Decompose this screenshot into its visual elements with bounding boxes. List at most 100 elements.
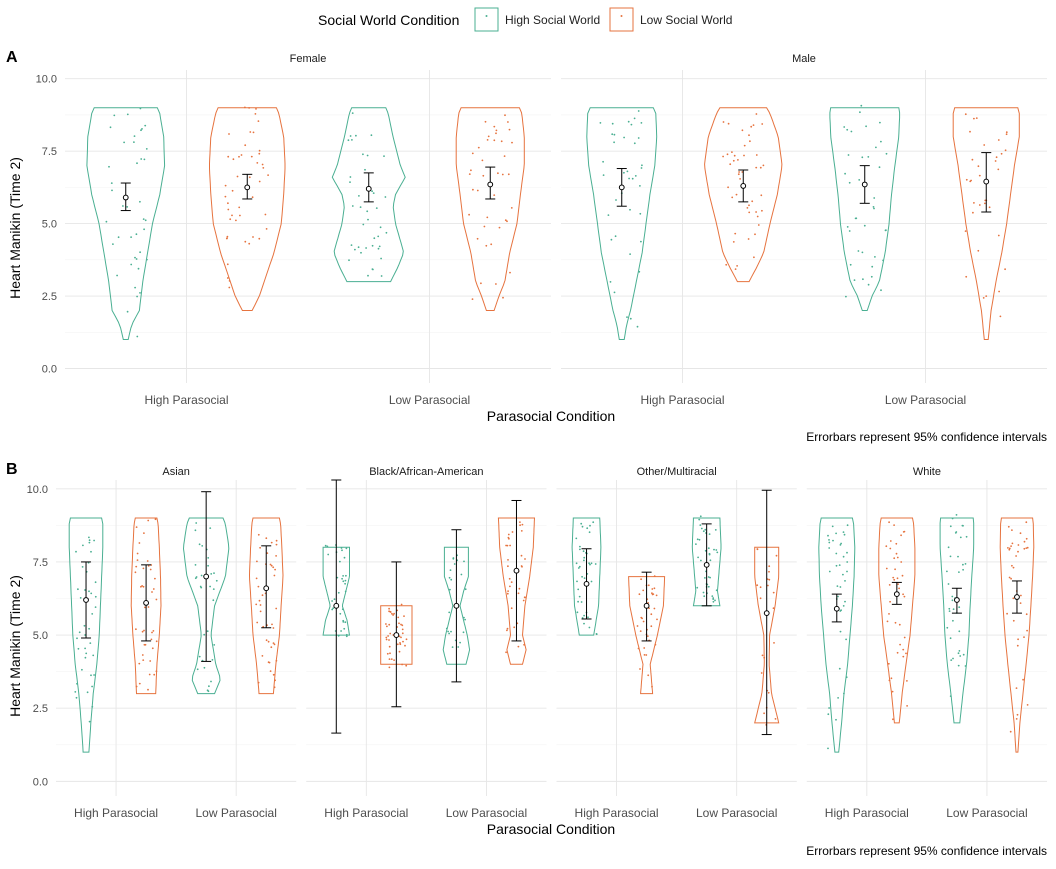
data-point (388, 666, 391, 669)
facet-label: Black/African-American (369, 466, 483, 478)
data-point (254, 113, 257, 115)
data-point (389, 632, 392, 635)
data-point (207, 564, 210, 567)
data-point (753, 256, 755, 259)
data-point (639, 212, 642, 215)
data-point (643, 654, 646, 656)
grid (556, 480, 797, 796)
data-point (493, 139, 496, 142)
data-point (634, 175, 637, 177)
data-point (130, 263, 133, 266)
data-point (1010, 577, 1012, 580)
error-bar (120, 182, 131, 212)
data-point (138, 682, 141, 685)
data-point (957, 652, 960, 655)
data-point (955, 531, 958, 533)
data-point (734, 268, 737, 270)
data-point (858, 179, 861, 181)
violin-shape (331, 107, 406, 283)
data-point (203, 666, 206, 669)
data-point (882, 259, 884, 262)
data-point (393, 659, 395, 661)
y-tick-label: 0.0 (42, 364, 57, 376)
data-point (511, 141, 513, 144)
data-point (885, 545, 888, 548)
violin-shape (586, 107, 658, 340)
error-bar (981, 152, 992, 213)
data-point (959, 536, 962, 539)
y-tick-label: 0.0 (33, 776, 48, 788)
data-point (130, 236, 133, 239)
data-point (582, 550, 585, 553)
data-point (880, 289, 882, 292)
data-point (700, 527, 703, 530)
data-point (447, 630, 449, 633)
data-point (886, 620, 889, 623)
error-bar (761, 489, 772, 736)
data-point (74, 691, 77, 693)
y-tick-label: 7.5 (33, 557, 48, 569)
data-point (257, 681, 260, 684)
data-point (333, 598, 336, 601)
data-point (839, 630, 842, 633)
legend-entry-low-social-world: Low Social World (609, 7, 732, 32)
data-point (964, 563, 967, 565)
data-point (747, 238, 750, 240)
data-point (142, 659, 145, 661)
data-point (255, 108, 257, 110)
data-point (274, 679, 276, 682)
data-point (268, 661, 271, 664)
data-point (861, 251, 864, 254)
data-point (344, 621, 347, 624)
data-point (827, 713, 830, 716)
x-tick-label: High Parasocial (144, 393, 228, 407)
data-point (123, 141, 125, 144)
data-point (215, 579, 218, 582)
data-point (93, 674, 95, 676)
data-point (950, 659, 953, 661)
facet-label: Other/Multiracial (637, 466, 717, 478)
y-tick-label: 5.0 (33, 630, 48, 642)
data-point (958, 571, 960, 573)
data-point (903, 595, 906, 598)
mean-marker (122, 194, 129, 201)
data-point (768, 565, 771, 568)
data-point (238, 206, 241, 209)
data-point (343, 556, 346, 559)
data-point (110, 182, 113, 185)
data-point (344, 590, 347, 593)
data-point (903, 530, 906, 533)
x-tick-label: Low Parasocial (946, 806, 1027, 820)
mean-marker (740, 183, 747, 189)
violin-shape (704, 107, 783, 283)
data-point (273, 643, 276, 646)
data-point (341, 608, 344, 611)
data-point (702, 530, 705, 533)
data-point (464, 618, 466, 621)
data-point (133, 141, 135, 144)
data-point (483, 225, 486, 228)
data-point (337, 591, 340, 594)
data-point (712, 597, 715, 599)
data-point (595, 633, 598, 636)
data-point (273, 686, 276, 689)
grid (561, 70, 1047, 383)
violin-group-high-parasocial-high-social-world (818, 517, 856, 753)
data-point (213, 644, 216, 646)
data-point (633, 117, 636, 120)
data-point (521, 523, 524, 526)
data-point (761, 123, 764, 125)
data-point (602, 160, 604, 163)
data-point (135, 526, 138, 528)
data-point (1006, 612, 1008, 615)
data-point (151, 647, 154, 650)
data-point (1015, 718, 1018, 720)
data-point (270, 541, 273, 544)
data-point (151, 591, 153, 593)
data-point (486, 139, 489, 141)
data-point (373, 237, 376, 240)
data-point (965, 275, 968, 278)
data-point (640, 122, 643, 124)
data-point (846, 128, 849, 131)
data-point (708, 533, 711, 535)
